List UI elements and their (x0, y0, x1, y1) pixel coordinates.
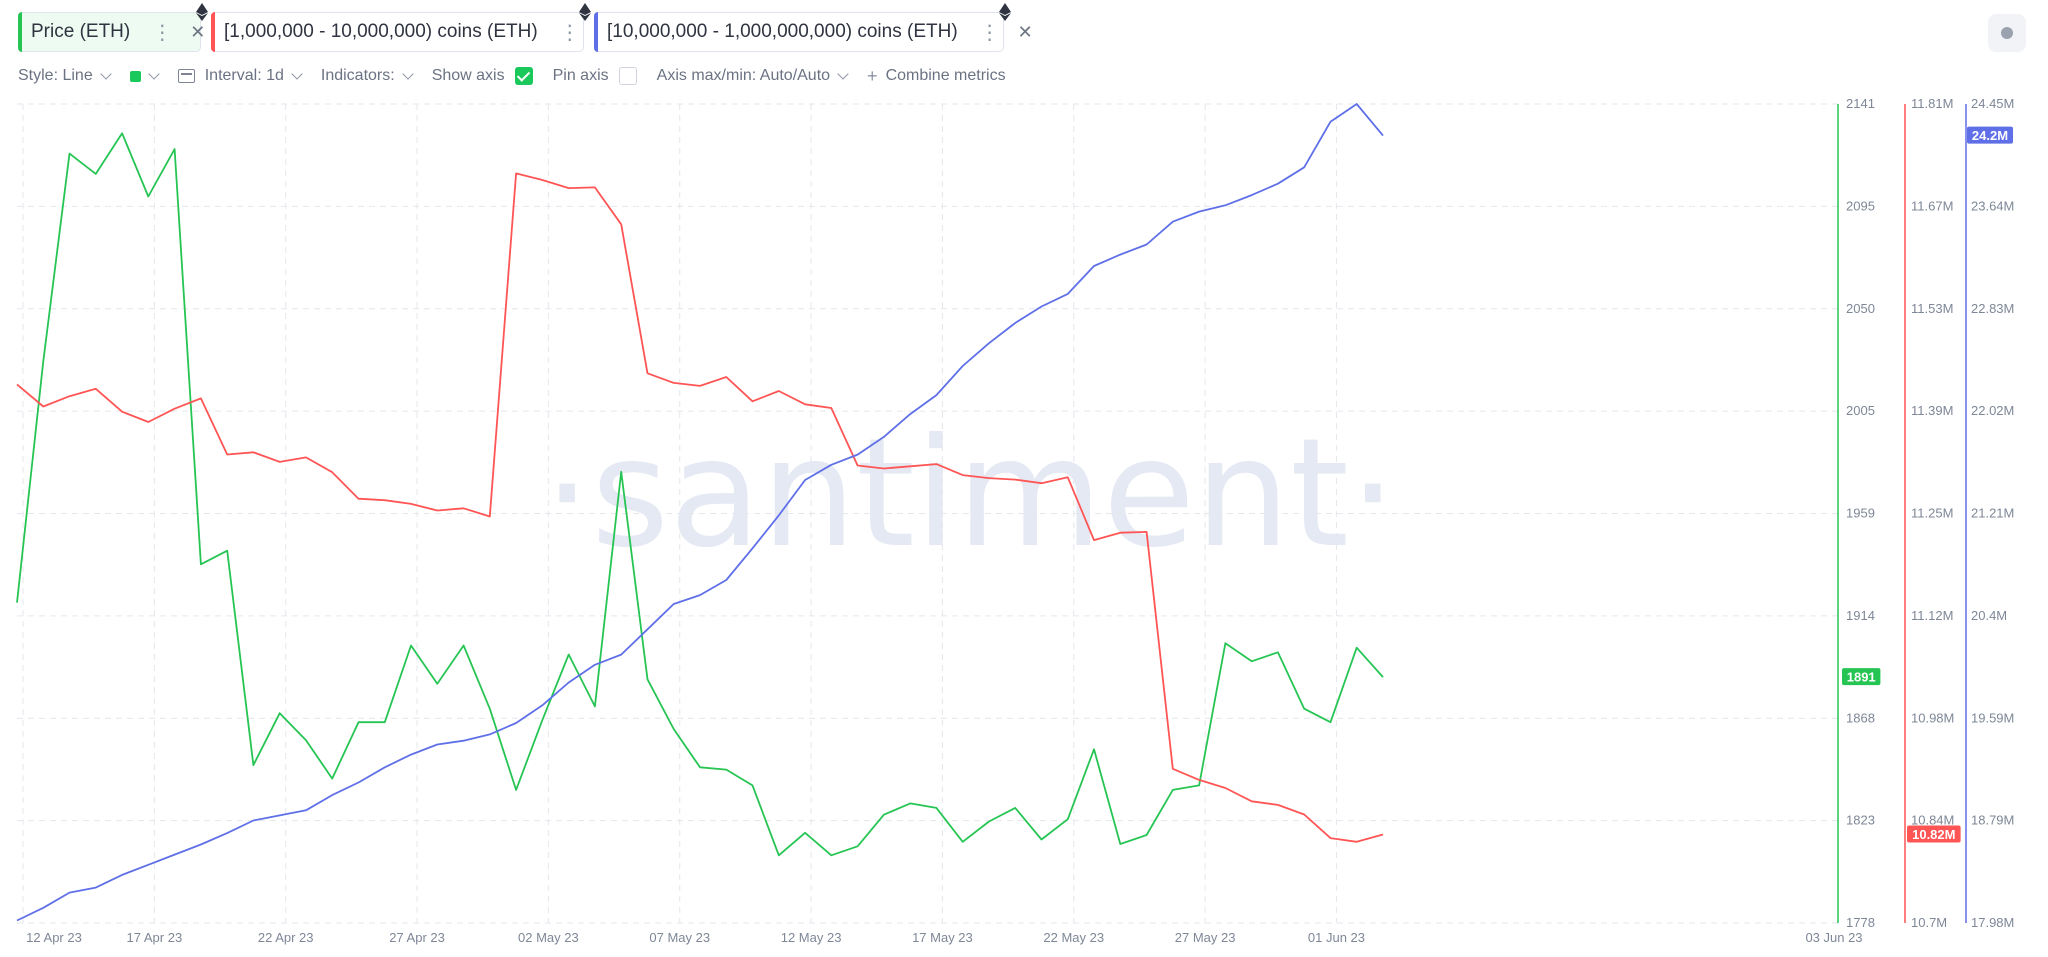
last-value-label: 10.82M (1912, 827, 1955, 842)
y-axis-tick-label: 21.21M (1971, 506, 2014, 521)
combine-metrics-button[interactable]: + Combine metrics (867, 66, 1006, 87)
plus-icon: + (867, 65, 878, 86)
y-axis-tick-label: 19.59M (1971, 710, 2014, 725)
indicators-dropdown[interactable]: Indicators: (320, 67, 414, 85)
metric-tab-label: [10,000,000 - 1,000,000,000) coins (ETH) (607, 21, 958, 42)
ethereum-icon (579, 3, 591, 21)
series-line (16, 172, 1384, 843)
x-axis-tick-label: 12 Apr 23 (26, 930, 82, 945)
settings-dot-icon (2001, 27, 2013, 39)
y-axis-tick-label: 20.4M (1971, 608, 2007, 623)
ethereum-icon (196, 3, 208, 21)
x-axis-tick-label: 27 Apr 23 (389, 930, 445, 945)
y-axis-tick-label: 11.67M (1911, 198, 1953, 213)
axis-maxmin-dropdown[interactable]: Axis max/min: Auto/Auto (656, 67, 849, 85)
indicators-label: Indicators: (320, 67, 395, 84)
x-axis-tick-label: 17 May 23 (912, 930, 973, 945)
series-line (16, 103, 1384, 922)
chart-settings-button[interactable] (1988, 14, 2026, 52)
calendar-icon (177, 69, 195, 83)
y-axis-tick-label: 18.79M (1971, 813, 2014, 828)
last-value-label: 24.2M (1972, 128, 2008, 143)
x-axis-tick-label: 27 May 23 (1175, 930, 1236, 945)
y-axis-tick-label: 1959 (1846, 506, 1875, 521)
y-axis-tick-label: 11.81M (1911, 96, 1953, 111)
style-label: Style: Line (18, 67, 93, 84)
interval-dropdown[interactable]: Interval: 1d (177, 67, 303, 85)
y-axis-tick-label: 1823 (1846, 813, 1875, 828)
santiment-watermark: ·santiment· (543, 407, 1396, 581)
x-axis-tick-label: 22 May 23 (1043, 930, 1104, 945)
y-axis-tick-label: 2005 (1846, 403, 1875, 418)
y-axis-tick-label: 22.83M (1971, 301, 2014, 316)
y-axis-tick-label: 11.25M (1911, 506, 1953, 521)
y-axis-tick-label: 11.12M (1911, 608, 1953, 623)
axes: 12 Apr 23 17 Apr 23 22 Apr 23 27 Apr 23 02 M… (26, 96, 2014, 945)
chart-toolbar: Style: Line Interval: 1d Indicators: Sho… (18, 64, 1026, 88)
y-axis-tick-label: 11.39M (1911, 403, 1953, 418)
style-dropdown[interactable]: Style: Line (18, 67, 112, 85)
color-swatch (129, 70, 141, 82)
last-value-badge (1967, 126, 2013, 144)
series-color-bar (18, 12, 22, 52)
y-axis-tick-label: 1914 (1846, 608, 1875, 623)
y-axis-tick-label: 10.7M (1911, 915, 1947, 930)
y-axis-tick-label: 11.53M (1911, 301, 1953, 316)
y-axis-tick-label: 2141 (1846, 96, 1875, 111)
show-axis-label: Show axis (431, 67, 505, 84)
metric-tab-label: [1,000,000 - 10,000,000) coins (ETH) (224, 21, 538, 42)
close-icon[interactable]: ✕ (1017, 21, 1033, 42)
x-axis-tick-label: 07 May 23 (649, 930, 710, 945)
x-axis-tick-label: 22 Apr 23 (258, 930, 314, 945)
metric-tab-label: Price (ETH) (31, 21, 131, 42)
interval-label: Interval: 1d (204, 67, 284, 84)
pin-axis-checkbox[interactable] (618, 67, 637, 85)
color-dropdown[interactable] (129, 68, 160, 82)
axis-maxmin-label: Axis max/min: Auto/Auto (656, 67, 831, 84)
y-axis-tick-label: 10.98M (1911, 710, 1954, 725)
last-value-label: 1891 (1847, 670, 1876, 685)
last-value-badge (1907, 825, 1961, 843)
more-options-icon[interactable]: ⋮ (152, 21, 173, 44)
y-axis-tick-label: 2050 (1846, 301, 1875, 316)
ethereum-icon (999, 3, 1011, 21)
y-axis-tick-label: 10.84M (1911, 813, 1954, 828)
more-options-icon[interactable]: ⋮ (559, 21, 580, 44)
y-axis-tick-label: 1778 (1846, 915, 1875, 930)
y-axis-tick-label: 2095 (1846, 198, 1875, 213)
metric-tab-10m-1b-coins[interactable]: [10,000,000 - 1,000,000,000) coins (ETH)… (594, 3, 1033, 52)
last-value-badge (1842, 668, 1881, 686)
y-axis-tick-label: 23.64M (1971, 198, 2014, 213)
y-axis-tick-label: 17.98M (1971, 915, 2014, 930)
x-axis-tick-label: 17 Apr 23 (127, 930, 183, 945)
metric-tab-1m-10m-coins[interactable]: [1,000,000 - 10,000,000) coins (ETH) ⋮ ✕ (211, 3, 613, 52)
x-axis-tick-label: 02 May 23 (518, 930, 579, 945)
combine-metrics-label: Combine metrics (885, 67, 1006, 84)
y-axis-tick-label: 1868 (1846, 710, 1875, 725)
x-axis-tick-label: 12 May 23 (781, 930, 842, 945)
show-axis-checkbox[interactable] (514, 67, 533, 85)
x-axis-tick-label: 01 Jun 23 (1308, 930, 1365, 945)
series-line (16, 132, 1384, 857)
series-color-bar (211, 12, 215, 52)
show-axis-toggle[interactable]: Show axis (432, 67, 533, 85)
close-icon[interactable]: ✕ (190, 21, 206, 42)
more-options-icon[interactable]: ⋮ (979, 21, 1000, 44)
grid (17, 103, 1838, 924)
metric-tabs: Price (ETH) ⋮ ✕ [1,000,000 - 10,000,000)… (18, 3, 1033, 54)
value-labels: 1891 10.82M 24.2M (1842, 126, 2013, 843)
series-lines (16, 103, 1384, 922)
metric-tab-price[interactable]: Price (ETH) ⋮ ✕ (18, 3, 208, 52)
pin-axis-label: Pin axis (552, 67, 609, 84)
y-axis-tick-label: 24.45M (1971, 96, 2014, 111)
y-axis-tick-label: 22.02M (1971, 403, 2014, 418)
x-axis-tick-label: 03 Jun 23 (1805, 930, 1862, 945)
series-color-bar (594, 12, 598, 52)
pin-axis-toggle[interactable]: Pin axis (553, 67, 637, 85)
